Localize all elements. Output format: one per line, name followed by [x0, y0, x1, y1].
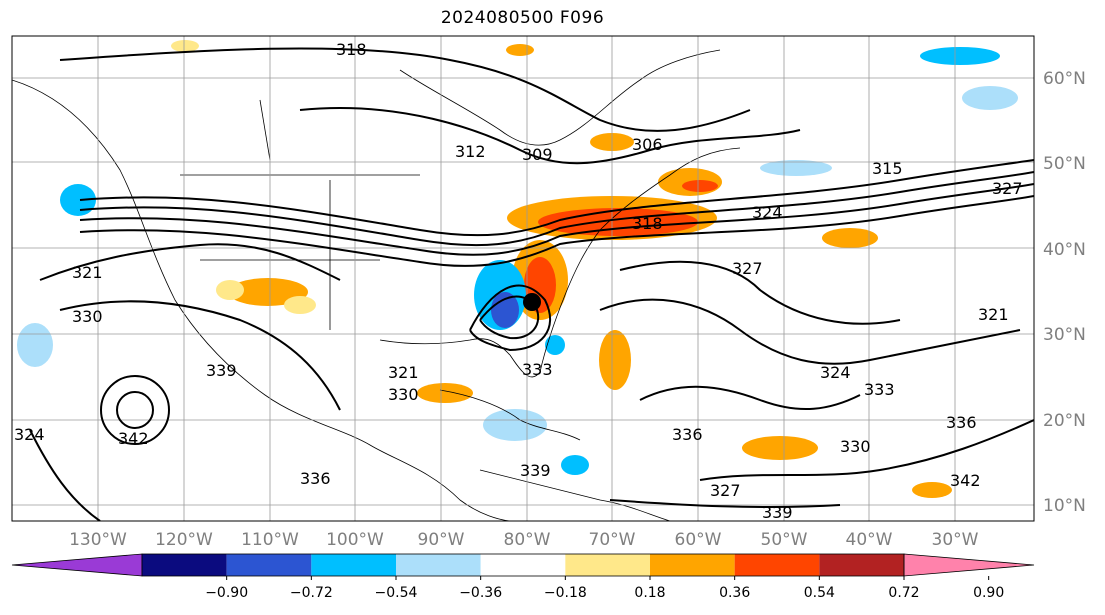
colorbar-tick-label: −0.18: [544, 585, 587, 601]
contour-label: 342: [950, 471, 981, 490]
lon-label: 70°W: [589, 530, 636, 550]
lat-label: 30°N: [1043, 325, 1086, 345]
lon-label: 40°W: [846, 530, 893, 550]
lon-label: 110°W: [241, 530, 299, 550]
colorbar-tick-label: 0.18: [634, 585, 665, 601]
lon-label: 90°W: [418, 530, 465, 550]
contour-label: 336: [300, 469, 331, 488]
contour-label: 327: [732, 259, 763, 278]
colorbar-segment: [650, 554, 735, 576]
contour-label: 327: [992, 179, 1023, 198]
colorbar-tick-label: 0.72: [888, 585, 919, 601]
contour-label: 309: [522, 145, 553, 164]
contours: [29, 47, 1034, 521]
colorbar-segment: [565, 554, 650, 576]
contour-label: 333: [864, 380, 895, 399]
colorbar-segment: [396, 554, 481, 576]
lat-label: 20°N: [1043, 411, 1086, 431]
colorbar-tick-label: −0.54: [375, 585, 418, 601]
colorbar-outline: [141, 553, 905, 577]
contour-label: 333: [522, 360, 553, 379]
colorbar: −0.90 −0.72 −0.54 −0.36 −0.18 0.18 0.36 0.54 0.7…: [11, 553, 1035, 601]
lat-label: 50°N: [1043, 154, 1086, 174]
lon-label: 100°W: [326, 530, 384, 550]
colorbar-segment: [226, 554, 312, 576]
contour-label: 315: [872, 159, 903, 178]
lon-label: 130°W: [69, 530, 127, 550]
contour-label: 321: [978, 305, 1009, 324]
contour-label: 318: [632, 214, 663, 233]
colorbar-segment: [311, 554, 396, 576]
lon-label: 80°W: [504, 530, 551, 550]
colorbar-tick-label: −0.36: [459, 585, 502, 601]
colorbar-tick-label: −0.90: [205, 585, 248, 601]
colorbar-extension-min: [11, 553, 143, 577]
contour-label: 330: [840, 437, 871, 456]
colorbar-tick-label: 0.90: [973, 585, 1004, 601]
contour-label-layer: 318 312 309 306 315 327 324 318 327 321 …: [14, 40, 1023, 522]
contour-label: 330: [388, 385, 419, 404]
contour-label: 336: [946, 413, 977, 432]
contour-label: 312: [455, 142, 486, 161]
lon-label: 120°W: [155, 530, 213, 550]
contour-label: 324: [752, 203, 783, 222]
colorbar-segment: [480, 554, 566, 576]
colorbar-tick-label: 0.36: [719, 585, 750, 601]
map-frame: [11, 35, 1035, 522]
contour-label: 321: [388, 363, 419, 382]
storm-center: [523, 293, 541, 311]
contour-label: 336: [672, 425, 703, 444]
lat-label: 60°N: [1043, 69, 1086, 89]
contour-label: 324: [14, 425, 45, 444]
contour-label: 339: [520, 461, 551, 480]
contour-label: 306: [632, 135, 663, 154]
contour-label: 330: [72, 307, 103, 326]
colorbar-tick-label: 0.54: [804, 585, 835, 601]
contour-label: 324: [820, 363, 851, 382]
lon-label: 60°W: [675, 530, 722, 550]
contour-label: 339: [206, 361, 237, 380]
colorbar-segment: [734, 554, 820, 576]
latitude-labels: 60°N 50°N 40°N 30°N 20°N 10°N: [1043, 69, 1086, 516]
colorbar-extension-max: [903, 553, 1035, 577]
colorbar-segment: [142, 554, 227, 576]
longitude-labels: 130°W 120°W 110°W 100°W 90°W 80°W 70°W 6…: [69, 530, 979, 550]
colorbar-tick-label: −0.72: [290, 585, 333, 601]
lat-label: 10°N: [1043, 496, 1086, 516]
contour-label: 327: [710, 481, 741, 500]
contour-label: 339: [762, 503, 793, 522]
contour-label: 321: [72, 263, 103, 282]
lat-label: 40°N: [1043, 240, 1086, 260]
contour-label: 342: [118, 429, 149, 448]
lon-label: 30°W: [932, 530, 979, 550]
contour-label: 318: [336, 40, 367, 59]
lon-label: 50°W: [761, 530, 808, 550]
map-title: 2024080500 F096: [440, 8, 605, 28]
colorbar-segment: [819, 554, 904, 576]
